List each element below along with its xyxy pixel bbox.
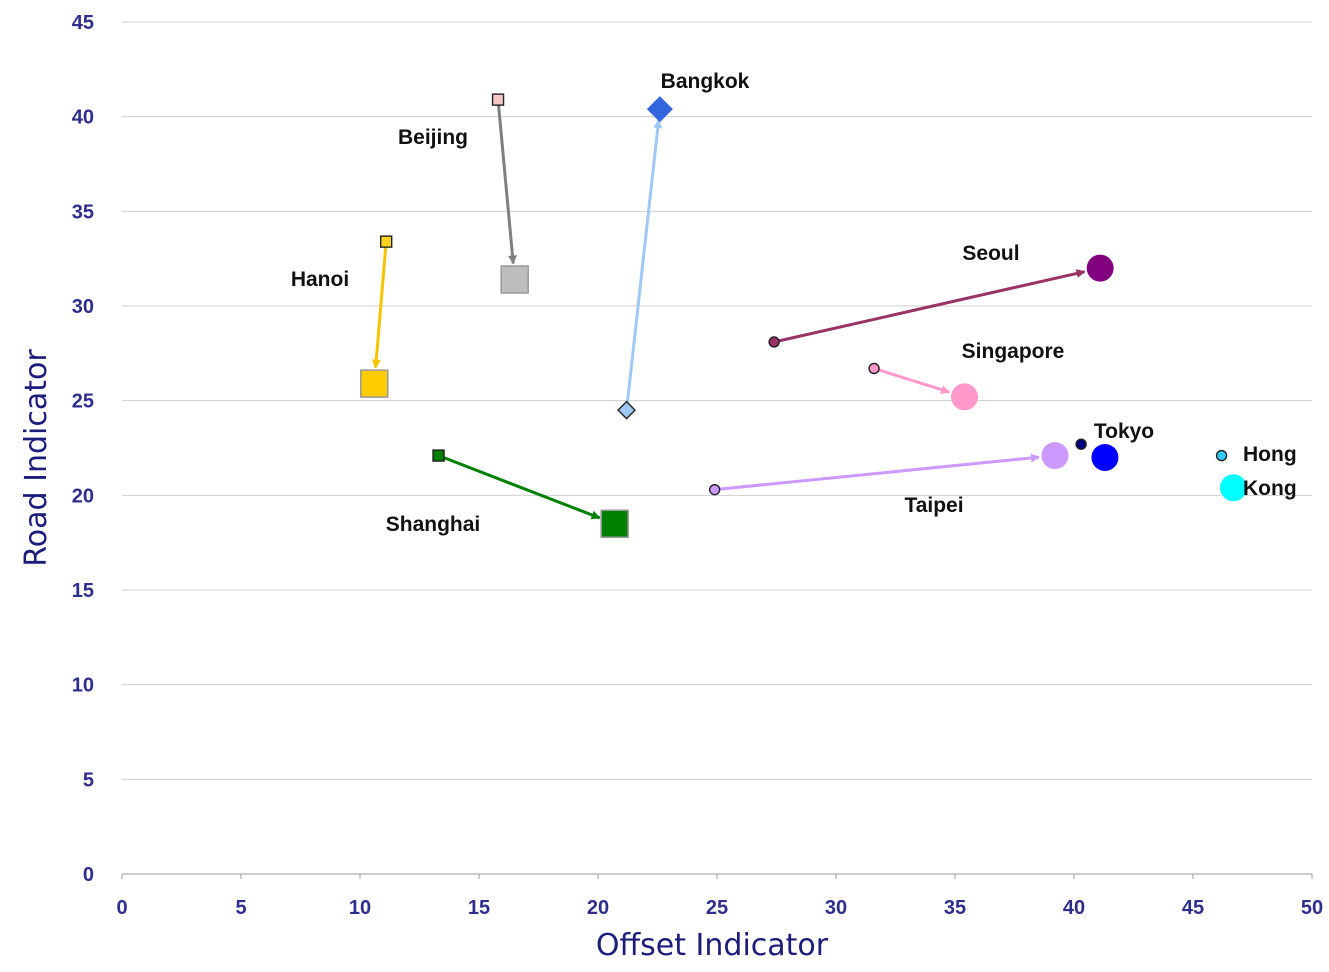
point-labels: Beijing Bangkok Hanoi Shanghai Seoul Singapor… [291,70,1297,536]
y-tick-label: 20 [72,485,94,507]
y-tick-label: 15 [72,580,94,602]
seoul-start-point [768,336,780,348]
axes: 0 5 10 15 20 25 30 35 40 45 0 5 10 15 20 25 30 35 40 45 50 [72,12,1323,919]
seoul-label: Seoul [962,242,1019,265]
bangkok-start-point [617,400,637,420]
x-tick-label: 50 [1301,897,1323,919]
shanghai-label-line: Shanghai [386,513,481,536]
x-tick-label: 45 [1182,897,1204,919]
hong-kong-label-line: Kong [1243,477,1297,500]
x-tick-label: 5 [235,897,246,919]
seoul-label-line: Seoul [962,242,1019,265]
hanoi-arrow [371,246,388,369]
singapore-start-point [868,362,880,375]
hong-kong-label-line: Hong [1243,443,1297,466]
tokyo-start-point [1075,438,1087,450]
taipei-start-point [708,483,721,496]
shanghai-end-point [600,509,629,538]
y-tick-label: 45 [72,12,94,34]
y-tick-label: 40 [72,107,94,129]
y-tick-label: 30 [72,296,94,318]
x-tick-label: 0 [116,897,127,919]
shanghai-label: Shanghai [386,513,481,536]
y-axis-title: Road Indicator [19,349,54,567]
taipei-label: Taipei [904,494,963,517]
singapore-label: Singapore [962,340,1065,363]
tokyo-end-point [1091,443,1119,471]
taipei-arrow [719,453,1040,491]
x-tick-label: 40 [1063,897,1085,919]
x-tick-label: 20 [587,897,609,919]
beijing-arrow [497,104,517,265]
singapore-arrow [878,368,951,394]
data-points [360,93,1247,538]
x-tick-label: 30 [825,897,847,919]
x-tick-label: 15 [468,897,490,919]
y-tick-label: 0 [83,864,94,886]
beijing-end-point [500,265,529,294]
y-tick-label: 25 [72,391,94,413]
bangkok-end-point [646,96,673,123]
x-tick-label: 25 [706,897,728,919]
seoul-end-point [1086,254,1114,282]
hanoi-label-line: Hanoi [291,268,349,291]
shanghai-start-point [432,449,445,462]
x-axis-title: Offset Indicator [596,928,829,963]
y-tick-label: 5 [83,769,94,791]
x-tick-label: 10 [349,897,371,919]
hanoi-label: Hanoi [291,268,349,291]
beijing-label: Beijing [398,126,468,149]
hanoi-end-point [360,369,389,398]
gridlines [122,21,1312,780]
hong-kong-start-point [1215,449,1228,462]
bangkok-label-line: Bangkok [661,70,750,93]
seoul-arrow [778,269,1086,343]
singapore-label-line: Singapore [962,340,1065,363]
shanghai-arrow [442,455,601,520]
singapore-end-point [951,383,979,411]
bangkok-arrow [625,119,663,406]
tokyo-label: Tokyo [1094,420,1154,443]
y-tick-label: 10 [72,675,94,697]
hong-kong-label: Hong Kong [1243,443,1297,500]
tokyo-label-line: Tokyo [1094,420,1154,443]
hanoi-start-point [379,235,393,248]
beijing-start-point [491,93,505,106]
y-tick-label: 35 [72,201,94,223]
taipei-end-point [1041,442,1069,470]
hong-kong-end-point [1219,474,1247,502]
x-tick-label: 35 [944,897,966,919]
arrows [371,104,1086,520]
bangkok-label: Bangkok [661,70,750,93]
beijing-label-line: Beijing [398,126,468,149]
taipei-label-line: Taipei [904,494,963,517]
